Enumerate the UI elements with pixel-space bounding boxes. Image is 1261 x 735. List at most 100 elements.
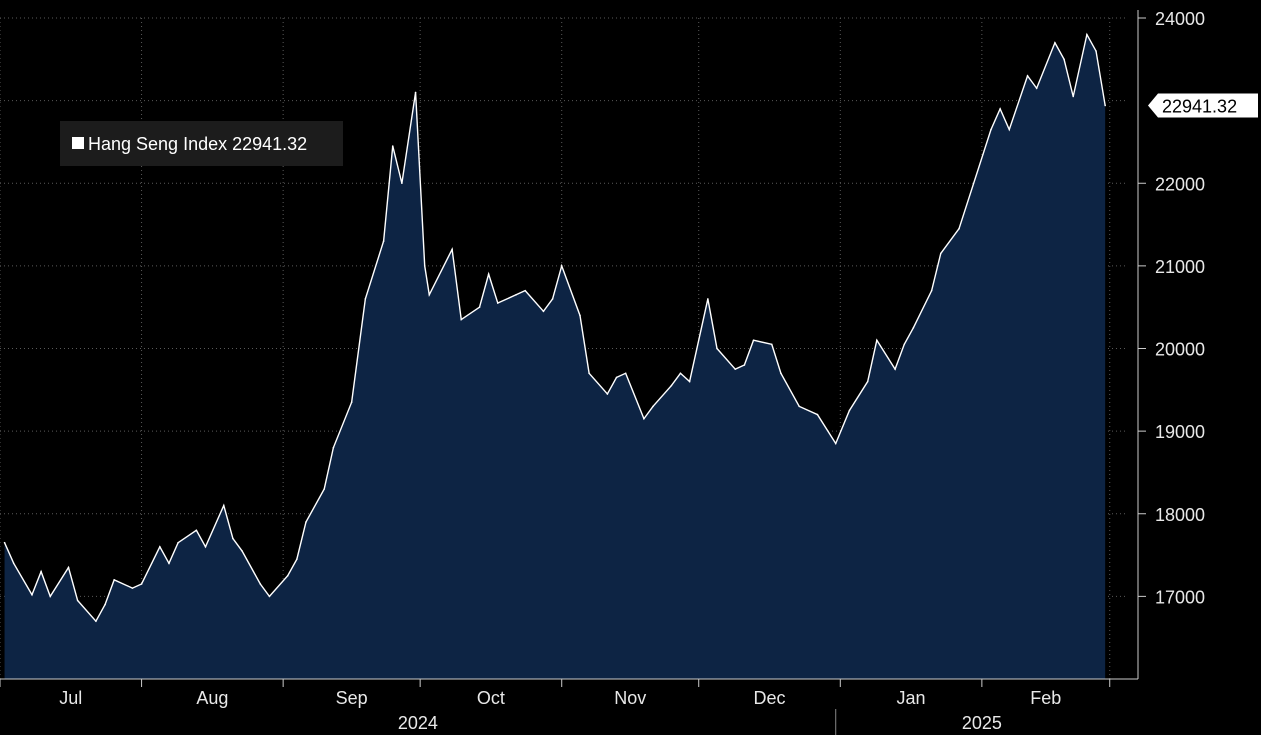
y-axis: 17000 18000 19000 20000 21000 22000 24000: [1137, 9, 1205, 679]
data-point: [770, 343, 773, 346]
data-point: [428, 293, 431, 296]
y-tick-label: 21000: [1155, 257, 1205, 277]
data-point: [1095, 50, 1097, 52]
data-point: [716, 347, 718, 350]
data-point: [296, 558, 298, 560]
data-point: [168, 562, 170, 565]
x-tick-label: Jan: [897, 688, 926, 708]
data-point: [159, 546, 161, 548]
data-point: [3, 541, 6, 544]
data-point: [487, 273, 490, 275]
y-tick-label: 24000: [1155, 9, 1205, 29]
x-tick-label: Nov: [614, 688, 646, 708]
data-point: [1008, 128, 1011, 131]
x-tick-label: Aug: [196, 688, 228, 708]
data-point: [524, 289, 526, 292]
x-tick-label: Jul: [59, 688, 82, 708]
data-point: [177, 541, 179, 544]
legend-box: [60, 121, 343, 166]
data-point: [866, 380, 869, 383]
data-point: [542, 310, 545, 313]
data-point: [1026, 75, 1029, 77]
series-points: [3, 33, 1106, 622]
data-point: [1104, 104, 1106, 107]
data-point: [268, 595, 271, 598]
x-axis: Jul Aug Sep Oct Nov Dec Jan Feb 2024 2025: [0, 678, 1138, 735]
data-point: [131, 587, 134, 589]
x-tick-label: Feb: [1030, 688, 1061, 708]
last-value-callout: 22941.32: [1148, 93, 1258, 118]
last-value-pointer: [1148, 93, 1258, 118]
data-point: [551, 298, 554, 300]
data-point: [104, 603, 106, 606]
data-point: [560, 265, 563, 267]
x-tick-label: Sep: [336, 688, 368, 708]
data-point: [222, 504, 225, 507]
data-point: [67, 566, 70, 569]
data-point: [624, 372, 627, 375]
data-point: [305, 521, 307, 523]
data-point: [798, 405, 800, 408]
data-point: [391, 145, 394, 147]
data-point: [1035, 87, 1038, 90]
data-point: [752, 339, 755, 342]
legend-swatch: [72, 137, 84, 149]
data-point: [643, 417, 645, 420]
data-point: [894, 368, 896, 370]
data-point: [478, 306, 481, 308]
data-point: [679, 372, 682, 375]
data-point: [286, 574, 289, 577]
data-point: [515, 293, 517, 296]
data-point: [743, 364, 746, 366]
data-point: [652, 405, 654, 408]
legend-label: Hang Seng Index 22941.32: [88, 134, 307, 154]
last-value-label: 22941.32: [1162, 96, 1237, 116]
x-tick-label: Dec: [753, 688, 785, 708]
data-point: [232, 537, 234, 540]
data-point: [588, 372, 590, 375]
data-point: [606, 393, 609, 395]
data-point: [734, 368, 737, 370]
data-point: [496, 302, 499, 304]
data-point: [12, 562, 15, 565]
data-point: [707, 298, 709, 300]
data-point: [423, 265, 426, 267]
data-point: [958, 227, 960, 230]
year-label: 2024: [398, 713, 438, 733]
y-tick-label: 19000: [1155, 422, 1205, 442]
data-point: [912, 327, 915, 329]
data-point: [401, 182, 403, 185]
data-point: [579, 314, 581, 317]
data-point: [323, 488, 326, 490]
data-point: [241, 550, 243, 552]
data-point: [259, 583, 262, 585]
data-point: [834, 442, 837, 445]
data-point: [939, 252, 942, 255]
data-point: [195, 529, 198, 532]
data-point: [414, 91, 417, 94]
data-point: [876, 339, 878, 342]
data-point: [1054, 41, 1056, 44]
year-label: 2025: [962, 713, 1002, 733]
data-point: [999, 108, 1001, 110]
data-point: [930, 289, 933, 292]
y-tick-label: 22000: [1155, 174, 1205, 194]
data-point: [1063, 58, 1065, 61]
data-point: [40, 570, 42, 573]
data-point: [688, 380, 691, 383]
data-point: [1072, 95, 1074, 98]
y-tick-label: 20000: [1155, 340, 1205, 360]
data-point: [350, 401, 353, 404]
data-point: [848, 409, 851, 412]
data-point: [780, 372, 782, 375]
data-point: [903, 343, 906, 346]
data-point: [451, 248, 453, 251]
y-tick-label: 18000: [1155, 505, 1205, 525]
data-point: [204, 546, 207, 548]
data-point: [140, 583, 143, 585]
data-point: [1086, 33, 1088, 36]
x-tick-label: Oct: [477, 688, 505, 708]
legend: Hang Seng Index 22941.32: [60, 121, 343, 166]
y-tick-label: 17000: [1155, 587, 1205, 607]
